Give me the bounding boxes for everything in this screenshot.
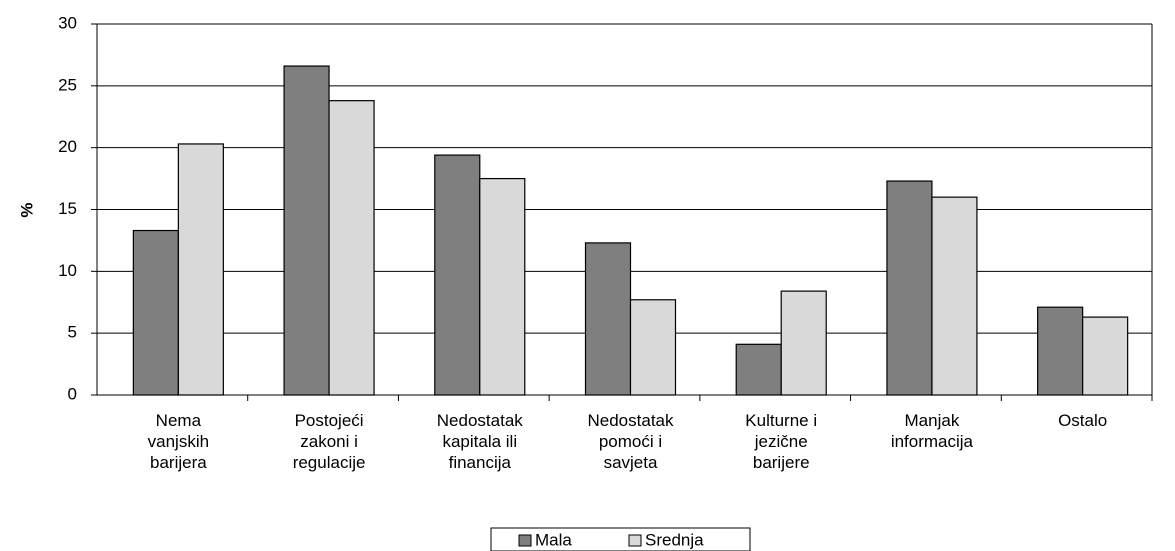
legend-label: Srednja [645, 530, 704, 549]
x-tick-label: Nema vanjskih barijera [148, 411, 209, 472]
y-tick-label: 30 [58, 13, 77, 32]
bar [479, 177, 526, 396]
y-tick-label: 25 [58, 75, 77, 94]
bar [1037, 306, 1084, 396]
bar [434, 154, 481, 396]
y-axis-label: % [17, 202, 36, 217]
y-tick-label: 5 [68, 323, 77, 342]
x-tick-label: Nedostatak pomoći i savjeta [588, 411, 674, 472]
bar [1082, 316, 1129, 396]
legend-swatch [628, 534, 642, 547]
bar [177, 143, 224, 396]
bar [629, 299, 677, 396]
x-tick-label: Ostalo [1058, 411, 1107, 430]
y-tick-label: 0 [68, 384, 77, 403]
x-tick-label: Nedostatak kapitala ili financija [437, 411, 523, 472]
bar [132, 229, 179, 396]
legend-box [490, 527, 751, 551]
y-tick-label: 20 [58, 137, 77, 156]
x-tick-label: Postojeći zakoni i regulacije [293, 411, 366, 472]
bar [735, 343, 782, 396]
y-tick-label: 15 [58, 199, 77, 218]
legend-label: Mala [535, 530, 572, 549]
bar [886, 180, 933, 396]
x-tick-label: Kulturne i jezične barijere [745, 411, 817, 472]
bar [328, 100, 375, 396]
bar [780, 290, 827, 396]
bar [283, 65, 330, 396]
legend-swatch [518, 534, 532, 547]
y-tick-label: 10 [58, 261, 77, 280]
bar [931, 196, 978, 396]
x-tick-label: Manjak informacija [891, 411, 974, 451]
bar [584, 242, 632, 396]
